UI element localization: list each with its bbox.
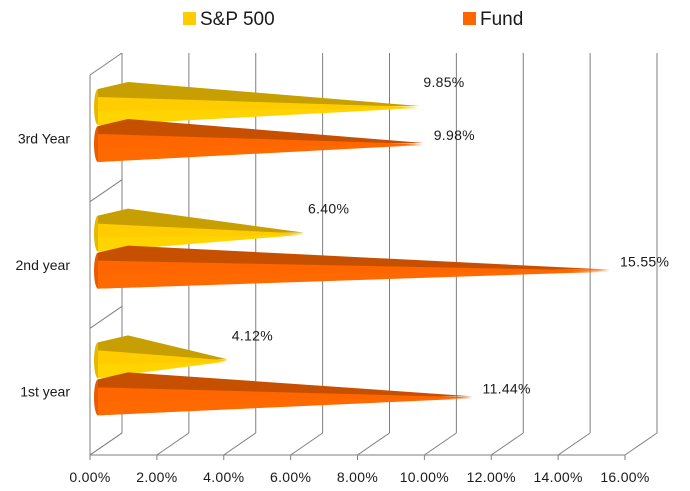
bar-lower-face bbox=[98, 108, 420, 125]
data-label: 9.85% bbox=[423, 74, 464, 90]
category-label: 2nd year bbox=[16, 257, 71, 273]
floor-grid-line bbox=[357, 432, 390, 456]
bar-lower-face bbox=[98, 398, 473, 416]
x-tick-label: 8.00% bbox=[337, 469, 378, 485]
bar bbox=[94, 119, 424, 162]
category-labels: 1st year 2nd year 3rd Year bbox=[16, 130, 71, 399]
x-tick-label: 14.00% bbox=[533, 469, 582, 485]
data-label: 9.98% bbox=[434, 127, 475, 143]
x-tick-labels: 0.00% 2.00% 4.00% 6.00% 8.00% 10.00% 12.00% 14.… bbox=[69, 469, 649, 485]
bar-lower-face bbox=[98, 145, 424, 162]
x-tick-label: 2.00% bbox=[136, 469, 177, 485]
data-label: 15.55% bbox=[620, 254, 669, 270]
category-label: 3rd Year bbox=[18, 130, 70, 146]
x-tick-label: 10.00% bbox=[400, 469, 449, 485]
data-label: 11.44% bbox=[483, 380, 531, 396]
legend-item: S&P 500 bbox=[183, 9, 275, 30]
floor-grid-line bbox=[223, 432, 257, 456]
legend-swatch bbox=[183, 12, 196, 25]
data-label: 4.12% bbox=[232, 327, 273, 343]
x-tick-label: 4.00% bbox=[203, 469, 244, 485]
bar bbox=[94, 335, 228, 379]
legend-item: Fund bbox=[463, 9, 523, 30]
x-tick-label: 12.00% bbox=[467, 469, 516, 485]
data-label: 6.40% bbox=[308, 201, 349, 217]
floor-grid-line bbox=[624, 432, 658, 456]
legend-label: Fund bbox=[480, 9, 523, 30]
data-labels: 9.85% 9.98% 6.40% 15.55% 4.12% 11.44% bbox=[232, 74, 669, 396]
floor-grid-line bbox=[557, 432, 591, 456]
legend: S&P 500 Fund bbox=[183, 9, 523, 30]
x-tick-label: 16.00% bbox=[600, 469, 649, 485]
legend-label: S&P 500 bbox=[200, 9, 275, 30]
x-tick-label: 0.00% bbox=[69, 469, 110, 485]
bar bbox=[94, 208, 304, 252]
legend-swatch bbox=[463, 12, 476, 25]
bar bbox=[94, 245, 610, 289]
x-tick-label: 6.00% bbox=[270, 469, 311, 485]
bars bbox=[94, 82, 610, 416]
side-grid-line bbox=[89, 179, 123, 203]
bar bbox=[94, 372, 473, 416]
side-grid-line bbox=[89, 52, 123, 76]
floor-grid-line bbox=[424, 432, 457, 456]
side-grid-line bbox=[89, 432, 123, 456]
side-grid-line bbox=[89, 305, 123, 329]
bar-lower-face bbox=[98, 271, 610, 289]
floor-grid-line bbox=[490, 432, 524, 456]
floor-grid-line bbox=[290, 432, 323, 456]
bar bbox=[94, 82, 420, 125]
category-label: 1st year bbox=[20, 384, 70, 400]
floor-grid-line bbox=[156, 432, 190, 456]
